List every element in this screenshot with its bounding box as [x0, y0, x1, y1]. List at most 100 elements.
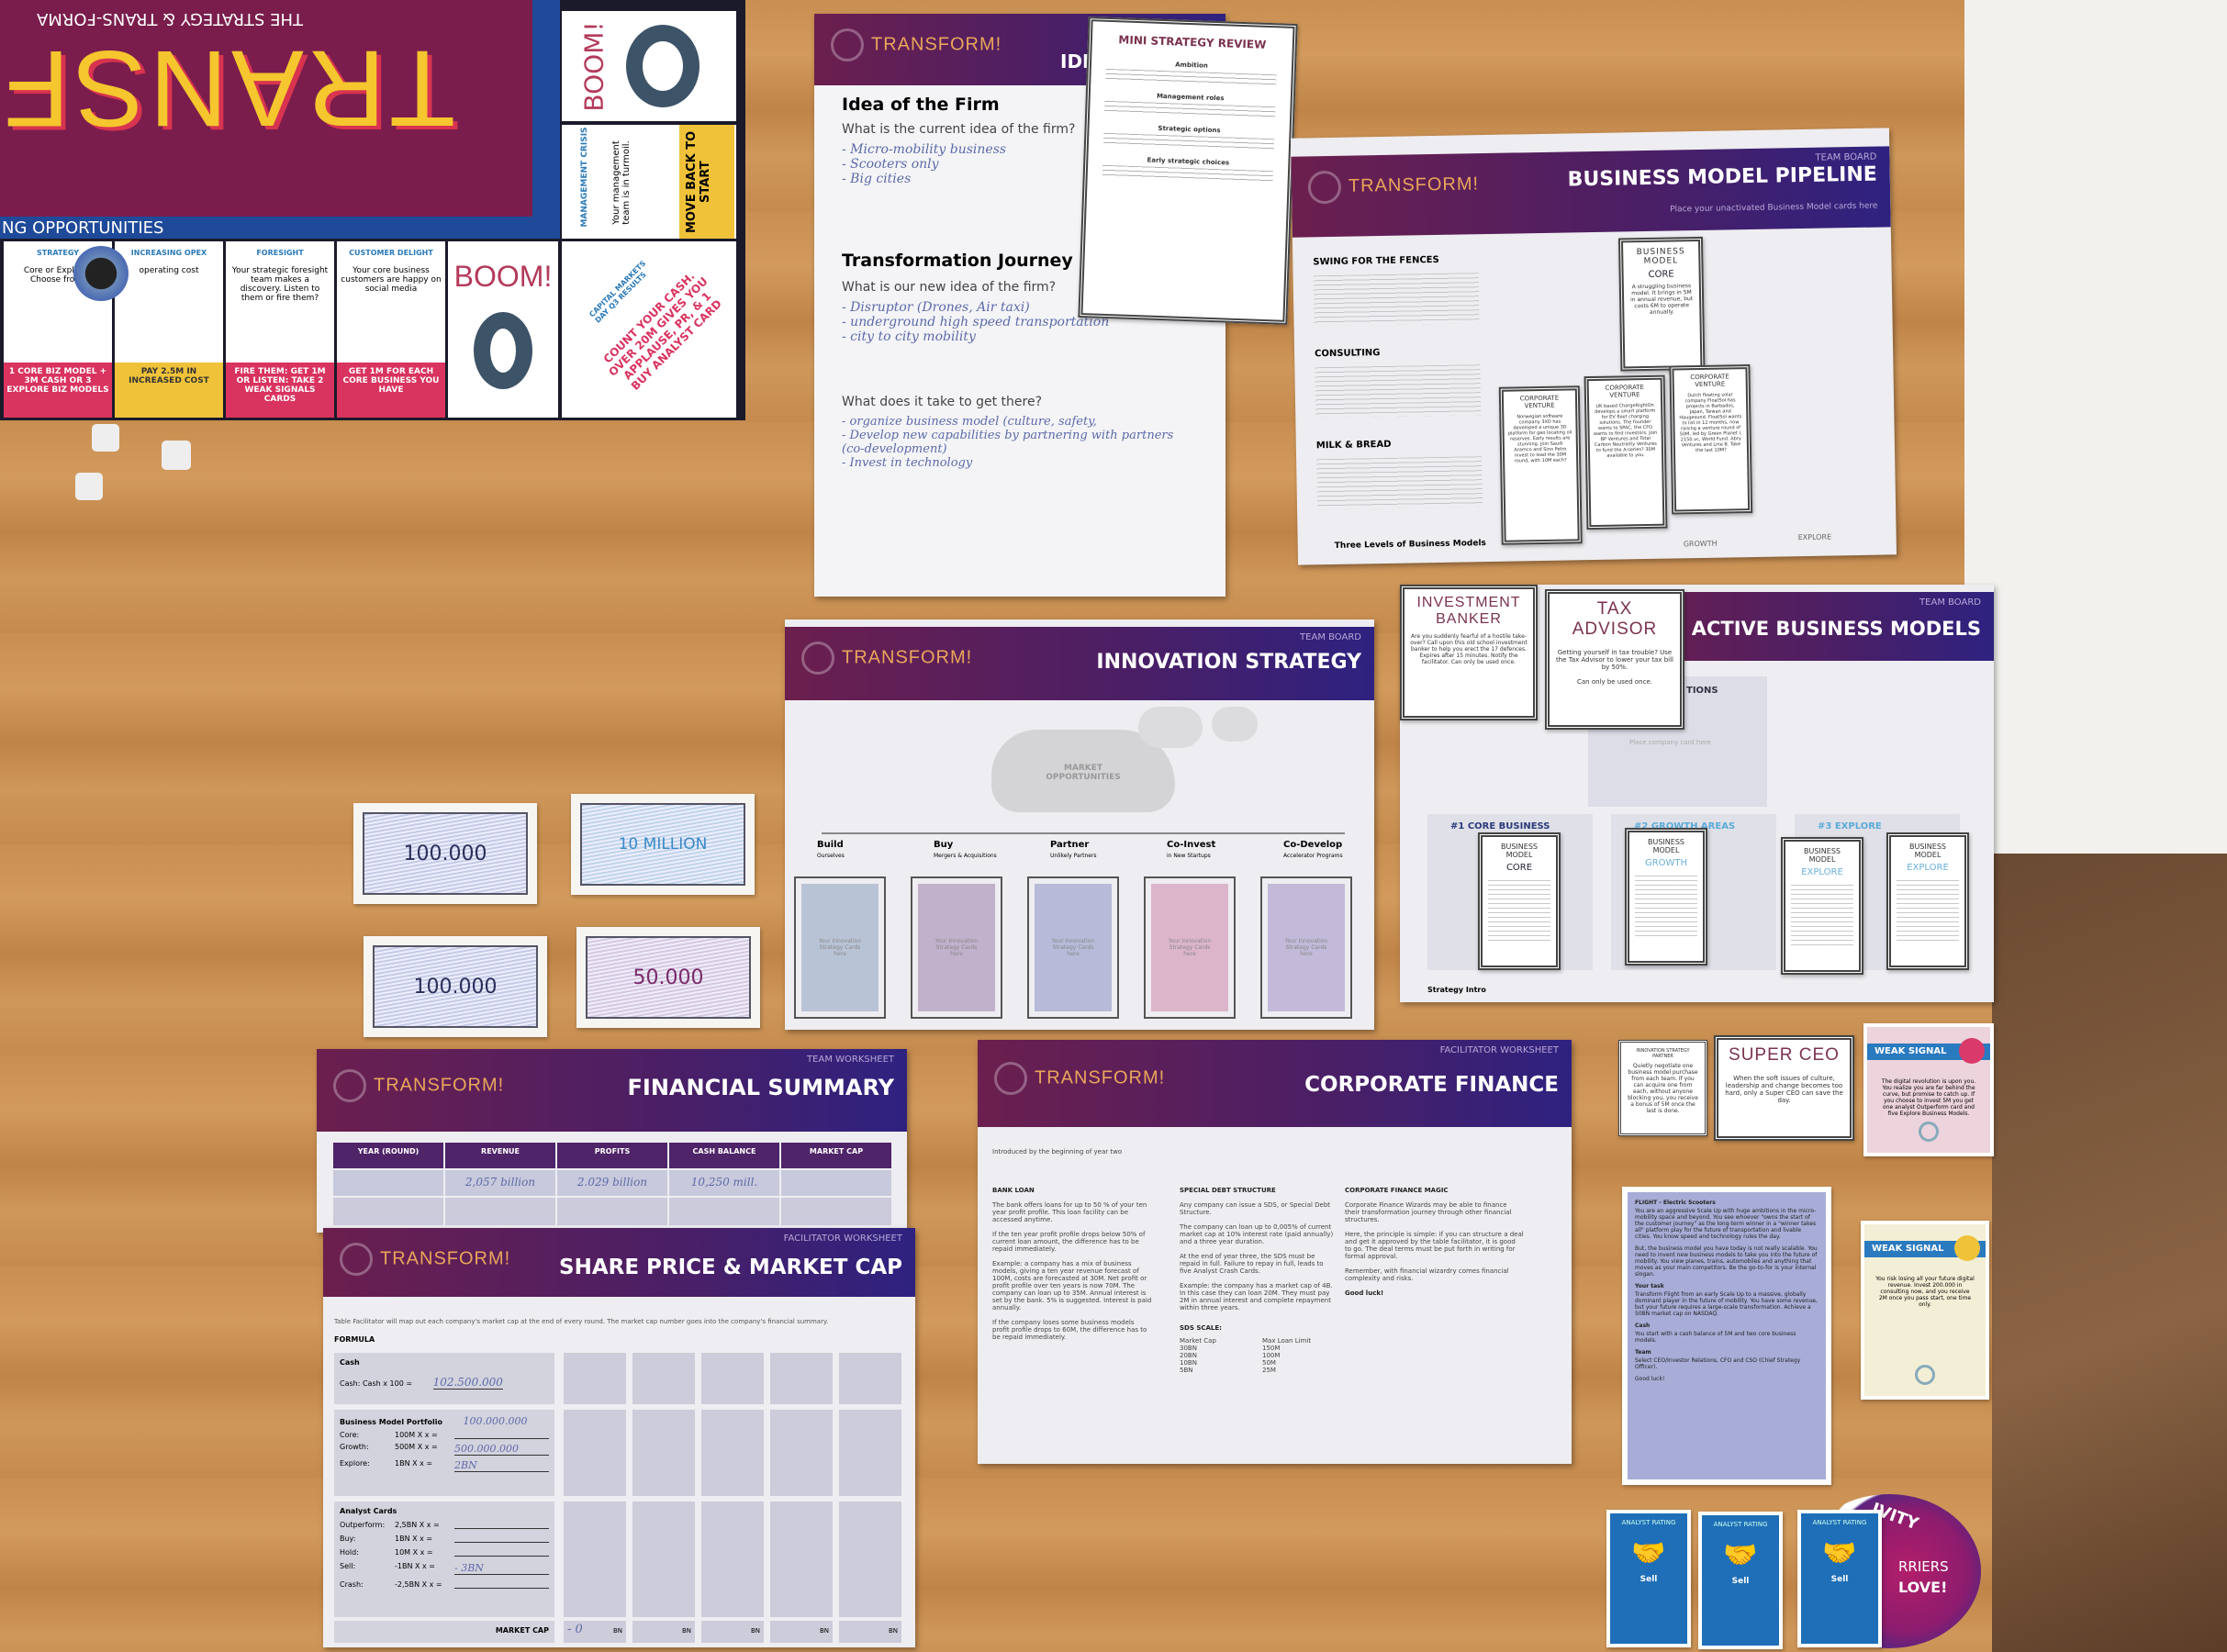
round-cell[interactable] [839, 1501, 901, 1617]
innovation-strategy-partner-card[interactable]: INNOVATION STRATEGY PARTNER Quietly nego… [1618, 1040, 1707, 1136]
column-header: CASH BALANCE [669, 1143, 779, 1168]
weak-signal-card[interactable]: WEAK SIGNAL You risk losing all your futu… [1861, 1221, 1989, 1400]
dice[interactable] [92, 424, 119, 452]
card-slot[interactable]: Your Innovation Strategy Cards here [1027, 876, 1119, 1019]
business-model-card[interactable]: BUSINESS MODEL EXPLORE [1886, 832, 1969, 970]
table-cell[interactable] [669, 1198, 779, 1225]
row-formula: 500M X x = [395, 1443, 438, 1451]
round-cell[interactable] [632, 1501, 695, 1617]
dice[interactable] [75, 473, 103, 500]
row-label: Hold: [340, 1548, 359, 1557]
player-pawn[interactable] [73, 246, 129, 301]
table-cell[interactable] [781, 1198, 891, 1225]
space-boom-top[interactable]: BOOM! [562, 11, 736, 121]
round-cell[interactable] [770, 1501, 833, 1617]
card-slot[interactable]: Your Innovation Strategy Cards here [1144, 876, 1236, 1019]
money-note[interactable]: 100.000 [353, 803, 537, 904]
space-capital-markets[interactable]: CAPITAL MARKETS DAY Q3 RESULTS COUNT YOU… [562, 241, 736, 418]
table-cell[interactable]: 2.029 billion [557, 1170, 667, 1196]
bmp-value[interactable]: 100.000.000 [463, 1415, 528, 1427]
round-cell[interactable] [839, 1353, 901, 1404]
board-space[interactable]: CUSTOMER DELIGHT Your core business custo… [337, 241, 445, 418]
money-note[interactable]: 50.000 [576, 927, 760, 1028]
investment-banker-card[interactable]: INVESTMENT BANKER Are you suddenly fearf… [1400, 585, 1538, 720]
market-cap-cell[interactable]: BN [701, 1621, 764, 1643]
row-label: Explore: [340, 1459, 370, 1468]
analyst-rating-card[interactable]: ANALYST RATING 🤝 Sell [1698, 1512, 1783, 1649]
round-cell[interactable] [839, 1410, 901, 1496]
space-body: Your core business customers are happy o… [341, 266, 442, 294]
round-cell[interactable] [564, 1410, 626, 1496]
row-label: Core: [340, 1431, 360, 1439]
row-value[interactable] [454, 1548, 549, 1557]
table-cell[interactable] [781, 1170, 891, 1196]
card-type: BUSINESS MODEL [1636, 247, 1685, 267]
round-cell[interactable] [632, 1353, 695, 1404]
row-value[interactable]: 2BN [454, 1459, 549, 1472]
handwritten-answer-2[interactable]: - Disruptor (Drones, Air taxi) - undergro… [842, 300, 1209, 344]
round-cell[interactable] [770, 1410, 833, 1496]
round-cell[interactable] [632, 1410, 695, 1496]
table-cell[interactable] [445, 1198, 555, 1225]
card-slot[interactable]: Your Innovation Strategy Cards here [1260, 876, 1352, 1019]
board-space[interactable]: INCREASING OPEX operating cost PAY 2.5M IN… [115, 241, 223, 418]
money-value: 100.000 [403, 842, 487, 865]
round-cell[interactable] [701, 1353, 764, 1404]
space-boom[interactable]: BOOM! [448, 241, 558, 418]
round-cell[interactable] [770, 1353, 833, 1404]
card-title: ANALYST RATING [1713, 1521, 1768, 1528]
strategy-heading: Co-Invest [1167, 840, 1216, 850]
table-cell[interactable] [333, 1198, 443, 1225]
table-cell[interactable] [333, 1170, 443, 1196]
market-cap-label: MARKET CAP [334, 1621, 554, 1643]
analyst-rating-card[interactable]: ANALYST RATING 🤝 Sell [1606, 1510, 1691, 1647]
card-slot[interactable]: Your Innovation Strategy Cards here [794, 876, 886, 1019]
row-formula: 100M X x = [395, 1431, 438, 1439]
table-cell[interactable]: 10,250 mill. [669, 1170, 779, 1196]
business-model-card[interactable]: BUSINESS MODEL GROWTH [1625, 828, 1707, 966]
row-value[interactable] [454, 1580, 549, 1589]
row-value[interactable]: - 3BN [454, 1562, 549, 1575]
card-slot[interactable]: Your Innovation Strategy Cards here [911, 876, 1002, 1019]
company-card-flight[interactable]: FLIGHT - Electric Scooters You are an agg… [1622, 1187, 1831, 1485]
tax-advisor-card[interactable]: TAX ADVISOR Getting yourself in tax trou… [1545, 589, 1684, 730]
paragraph: You start with a cash balance of 5M and … [1635, 1331, 1796, 1344]
row-value[interactable] [454, 1535, 549, 1543]
market-cap-cell[interactable]: - 0 BN [564, 1621, 626, 1643]
handwritten-line: - Invest in technology [842, 456, 973, 470]
space-management-crisis[interactable]: MANAGEMENT CRISIS Your management team i… [562, 125, 736, 239]
weak-signal-card[interactable]: WEAK SIGNAL The digital revolution is upo… [1863, 1023, 1994, 1156]
cash-value[interactable]: 102.500.000 [432, 1376, 503, 1390]
row-value[interactable]: 500.000.000 [454, 1443, 549, 1456]
business-model-card-core[interactable]: BUSINESS MODEL CORE A struggling busines… [1617, 236, 1706, 372]
handwritten-answer-3[interactable]: - organize business model (culture, safe… [842, 415, 1209, 470]
section-heading: #3 EXPLORE [1818, 821, 1882, 832]
analyst-rating-card[interactable]: ANALYST RATING 🤝 Sell [1797, 1510, 1882, 1647]
market-cap-cell[interactable]: BN [632, 1621, 695, 1643]
table-cell[interactable] [557, 1198, 667, 1225]
table-cell[interactable]: 2,057 billion [445, 1170, 555, 1196]
round-cell[interactable] [564, 1501, 626, 1617]
corporate-venture-card[interactable]: CORPORATE VENTURE Norwegian software comp… [1498, 385, 1583, 545]
mini-strategy-review-card[interactable]: MINI STRATEGY REVIEW Ambition Management … [1078, 17, 1298, 325]
market-cap-cell[interactable]: BN [839, 1621, 901, 1643]
market-cap-value[interactable]: - 0 [567, 1623, 583, 1636]
business-model-card[interactable]: BUSINESS MODEL CORE [1478, 832, 1561, 970]
handwritten-answer-1[interactable]: - Micro-mobility business - Scooters only… [842, 142, 1209, 186]
round-cell[interactable] [701, 1410, 764, 1496]
corporate-venture-card[interactable]: CORPORATE VENTURE UK based ChargeRightOn … [1584, 374, 1668, 530]
super-ceo-card[interactable]: SUPER CEO When the soft issues of cultur… [1714, 1035, 1854, 1141]
intro-text: Introduced by the beginning of year two [992, 1148, 1123, 1155]
market-cap-cell[interactable]: BN [770, 1621, 833, 1643]
board-space[interactable]: FORESIGHT Your strategic foresight team m… [226, 241, 334, 418]
round-cell[interactable] [564, 1353, 626, 1404]
dice[interactable] [162, 441, 191, 470]
table-header: Market Cap [1180, 1337, 1216, 1345]
business-model-card[interactable]: BUSINESS MODEL EXPLORE [1781, 837, 1863, 975]
round-cell[interactable] [701, 1501, 764, 1617]
row-value[interactable] [454, 1431, 549, 1439]
money-note[interactable]: 100.000 [364, 936, 547, 1037]
corporate-venture-card[interactable]: CORPORATE VENTURE Dutch floating solar co… [1669, 364, 1753, 515]
row-value[interactable] [454, 1521, 549, 1529]
money-note[interactable]: 10 MILLION [571, 794, 755, 895]
